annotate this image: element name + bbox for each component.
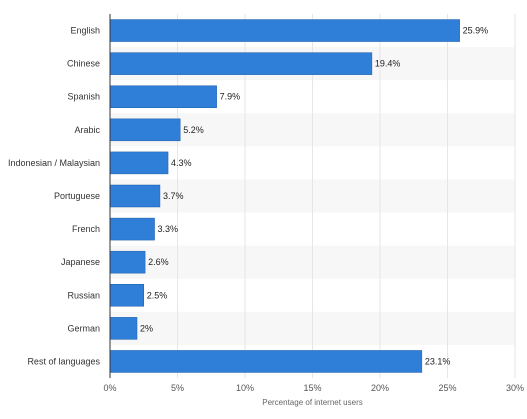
category-label: Spanish (67, 92, 100, 102)
value-label: 2% (140, 323, 153, 333)
category-label: German (67, 323, 100, 333)
category-label: Chinese (67, 59, 100, 69)
x-tick-label: 30% (506, 383, 524, 393)
value-label: 19.4% (375, 59, 401, 69)
value-label: 2.6% (148, 257, 169, 267)
value-label: 25.9% (463, 26, 489, 36)
bar[interactable] (109, 52, 373, 75)
bar[interactable] (109, 350, 423, 373)
x-tick-label: 25% (438, 383, 456, 393)
x-tick-label: 20% (371, 383, 389, 393)
category-label: Portuguese (54, 191, 100, 201)
value-label: 2.5% (147, 290, 168, 300)
value-label: 3.3% (158, 224, 179, 234)
bar[interactable] (109, 217, 155, 241)
category-label: Arabic (74, 125, 100, 135)
value-labels: 25.9% 19.4% 7.9% 5.2% 4.3% 3.7% 3.3% 2.6% 2.5% 2%… (140, 26, 488, 367)
category-label: Russian (67, 290, 100, 300)
bar[interactable] (109, 284, 144, 307)
bar[interactable] (109, 151, 169, 175)
value-label: 3.7% (163, 191, 184, 201)
value-label: 23.1% (425, 356, 451, 366)
bar[interactable] (109, 85, 217, 108)
bar[interactable] (109, 184, 161, 208)
bar[interactable] (109, 250, 146, 274)
category-labels: English Chinese Spanish Arabic Indonesian / … (8, 26, 101, 367)
category-label: Indonesian / Malaysian (8, 158, 100, 168)
category-label: English (70, 26, 100, 36)
value-label: 7.9% (220, 92, 241, 102)
x-tick-label: 10% (236, 383, 254, 393)
x-tick-label: 15% (303, 383, 321, 393)
category-label: Rest of languages (27, 356, 100, 366)
x-tick-label: 0% (103, 383, 116, 393)
category-label: Japanese (61, 257, 100, 267)
x-tick-label: 5% (171, 383, 184, 393)
x-tick-labels: 0% 5% 10% 15% 20% 25% 30% (103, 383, 524, 393)
bar[interactable] (109, 317, 138, 340)
bar[interactable] (109, 19, 460, 42)
value-label: 5.2% (183, 125, 204, 135)
x-axis-title: Percentage of internet users (262, 398, 363, 407)
bar[interactable] (109, 118, 181, 142)
category-label: French (72, 224, 100, 234)
value-label: 4.3% (171, 158, 192, 168)
